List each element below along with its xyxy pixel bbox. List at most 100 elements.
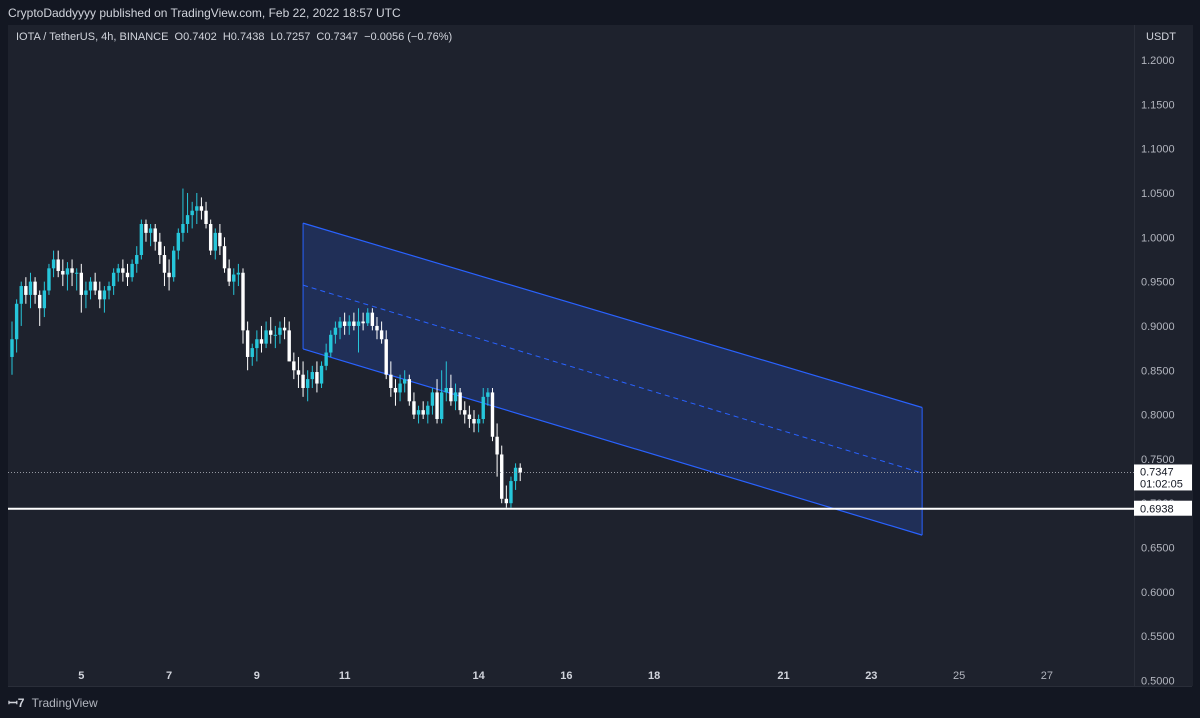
- price-tick-label: 0.5500: [1141, 631, 1175, 643]
- candle-body: [14, 303, 19, 340]
- footer: ꟷ7 TradingView: [8, 694, 98, 711]
- candle-body: [435, 392, 439, 420]
- symbol-legend: IOTA / TetherUS, 4h, BINANCE O0.7402 H0.…: [16, 31, 453, 43]
- candle-body: [195, 206, 199, 211]
- candle-body: [167, 272, 171, 278]
- candle-body: [70, 268, 74, 273]
- published-text: CryptoDaddyyyy published on TradingView.…: [8, 6, 401, 20]
- candle-body: [199, 206, 204, 211]
- time-tick-label: 14: [472, 670, 485, 682]
- candle-body: [518, 467, 522, 473]
- candle-body: [269, 330, 273, 335]
- candle-body: [255, 339, 259, 349]
- candle-body: [135, 255, 139, 264]
- candle-body: [430, 392, 435, 406]
- candle-body: [453, 392, 458, 402]
- candle-body: [449, 387, 453, 402]
- tradingview-logo-icon: ꟷ7: [8, 696, 25, 710]
- candle-body: [232, 274, 236, 282]
- candle-body: [185, 215, 190, 225]
- candle-body: [181, 224, 185, 233]
- price-tick-label: 0.8500: [1141, 365, 1175, 377]
- candle-body: [439, 392, 444, 420]
- candle-body: [130, 263, 134, 278]
- candle-body: [222, 246, 227, 269]
- candle-body: [51, 259, 56, 269]
- channel-fill: [303, 223, 923, 536]
- candle-body: [476, 419, 481, 424]
- price-tick-label: 0.5000: [1141, 676, 1175, 688]
- price-tick-label: 1.0000: [1141, 232, 1175, 244]
- candle-body: [319, 365, 324, 384]
- candle-body: [458, 392, 462, 411]
- price-tick-label: 1.0500: [1141, 188, 1175, 200]
- candle-body: [84, 290, 88, 295]
- price-tick-label: 0.9000: [1141, 321, 1175, 333]
- candle-body: [98, 290, 102, 300]
- candle-body: [116, 268, 120, 273]
- candle-body: [495, 436, 499, 455]
- candle-body: [356, 321, 361, 326]
- support-price-label-bg: [1134, 500, 1192, 516]
- time-tick-label: 5: [78, 670, 84, 682]
- time-tick-label: 16: [560, 670, 572, 682]
- candle-body: [19, 286, 23, 304]
- price-tick-label: 1.1000: [1141, 144, 1175, 156]
- time-ticks: 5 7 9 11 14 16 18 21 23 25 27: [78, 670, 1053, 682]
- countdown-label: 01:02:05: [1140, 478, 1183, 490]
- candle-body: [361, 321, 365, 324]
- candle-body: [403, 379, 407, 384]
- price-tick-label: 0.9500: [1141, 277, 1175, 289]
- candle-body: [472, 419, 476, 424]
- candle-body: [296, 370, 301, 375]
- candle-body: [139, 224, 144, 256]
- candle-body: [61, 270, 65, 275]
- candle-body: [264, 330, 268, 344]
- currency-label: USDT: [1146, 31, 1176, 43]
- candle-body: [241, 272, 245, 331]
- candle-body: [93, 281, 97, 291]
- time-tick-label: 7: [166, 670, 172, 682]
- candle-body: [47, 268, 51, 291]
- candle-body: [315, 372, 319, 384]
- candle-body: [204, 210, 208, 225]
- time-axis[interactable]: [8, 686, 1134, 687]
- price-tick-label: 0.6500: [1141, 543, 1175, 555]
- candle-body: [10, 339, 14, 357]
- candle-body: [273, 334, 278, 336]
- price-tick-label: 1.2000: [1141, 55, 1175, 67]
- candle-body: [38, 294, 42, 309]
- candle-body: [393, 387, 398, 393]
- time-tick-label: 23: [865, 670, 877, 682]
- candle-body: [42, 290, 47, 309]
- chart-pane[interactable]: [8, 25, 1134, 686]
- price-tick-label: 0.8000: [1141, 410, 1175, 422]
- price-lines: [8, 471, 1134, 510]
- current-price-label-bg: [1134, 464, 1192, 491]
- axis-corner: [1134, 686, 1192, 687]
- candle-body: [111, 272, 116, 287]
- candle-body: [245, 330, 250, 357]
- candles: [10, 188, 522, 508]
- candle-body: [218, 232, 222, 247]
- candle-body: [329, 334, 333, 353]
- candle-body: [28, 281, 33, 295]
- candle-body: [56, 259, 60, 271]
- candle-body: [213, 232, 217, 251]
- candle-body: [324, 352, 328, 366]
- candle-body: [412, 401, 416, 415]
- candle-body: [500, 454, 504, 499]
- candle-body: [236, 272, 241, 275]
- candle-body: [250, 348, 254, 357]
- candle-body: [278, 327, 282, 335]
- candle-body: [384, 339, 388, 375]
- candle-body: [144, 224, 148, 233]
- candle-body: [88, 281, 93, 291]
- candle-body: [379, 330, 384, 340]
- support-price-label: 0.6938: [1140, 504, 1174, 516]
- candle-body: [463, 410, 467, 415]
- price-axis[interactable]: [1134, 25, 1193, 686]
- candle-body: [342, 321, 347, 326]
